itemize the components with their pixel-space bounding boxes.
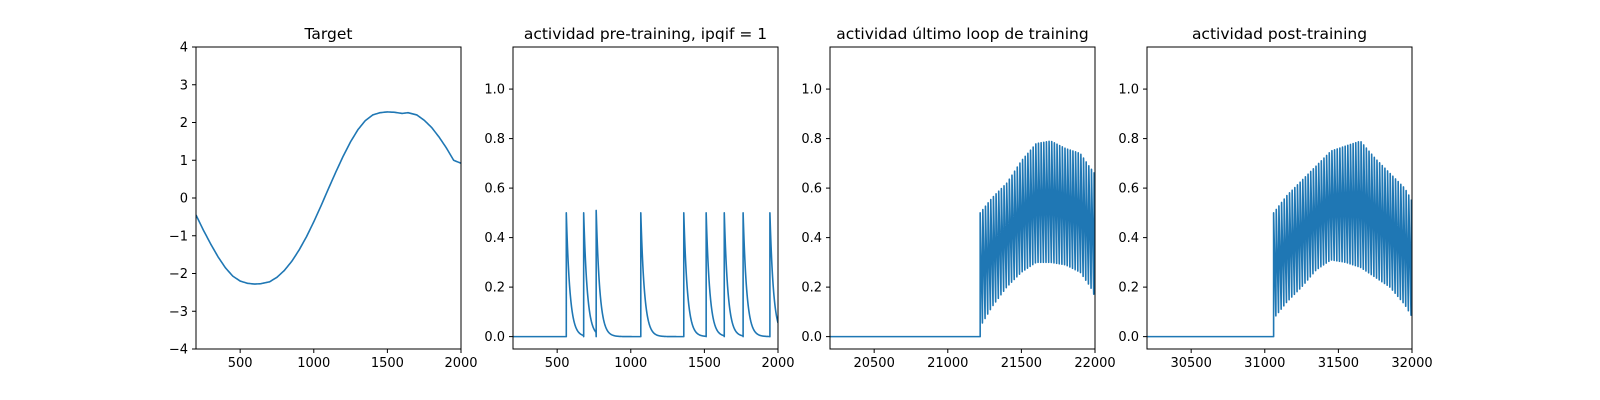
y-tick-label: 0.8: [801, 132, 822, 147]
axes-pre-training: actividad pre-training, ipqif = 1 500 100…: [484, 25, 794, 371]
axes-frame: [195, 46, 462, 350]
y-tick-label: 2: [180, 116, 188, 131]
axes-target: Target 500 1000 1500 2000 −4 −3 −2 −1 0 1 2 3 4: [169, 25, 478, 371]
y-tick-label: 0.0: [1118, 330, 1139, 345]
y-tick-label: −3: [169, 305, 188, 320]
y-tick-label: 0.6: [801, 182, 822, 197]
y-tick-label: 4: [180, 41, 188, 56]
series-line: [196, 111, 461, 285]
y-tick-label: 0.0: [484, 330, 505, 345]
x-tick-label: 1000: [614, 356, 647, 371]
y-tick-label: 0: [180, 192, 188, 207]
x-tick-label: 21500: [1001, 356, 1042, 371]
title-post-training: actividad post-training: [1192, 25, 1367, 43]
x-tick-label: 500: [545, 356, 570, 371]
x-tick-label: 22000: [1074, 356, 1115, 371]
y-tick-label: 0.2: [801, 281, 822, 296]
x-tick-label: 31500: [1318, 356, 1359, 371]
x-tick-label: 1000: [297, 356, 330, 371]
axes-post-training: actividad post-training 30500 31000 31500 3…: [1118, 25, 1432, 371]
title-last-training-loop: actividad último loop de training: [836, 25, 1088, 43]
x-tick-label: 21000: [927, 356, 968, 371]
y-tick-label: 1.0: [1118, 83, 1139, 98]
y-tick-label: 0.4: [801, 231, 822, 246]
x-tick-label: 20500: [853, 356, 894, 371]
x-tick-label: 1500: [371, 356, 404, 371]
series-line: [513, 209, 778, 338]
x-tick-label: 32000: [1391, 356, 1432, 371]
y-tick-label: 0.0: [801, 330, 822, 345]
y-tick-label: 0.2: [1118, 281, 1139, 296]
y-tick-label: −1: [169, 229, 188, 244]
y-tick-label: −2: [169, 267, 188, 282]
axes-last-training-loop: actividad último loop de training 20500 2…: [801, 25, 1115, 371]
series-line: [1147, 140, 1412, 338]
y-tick-label: 1.0: [484, 83, 505, 98]
series-line: [830, 140, 1095, 338]
y-tick-label: 0.4: [1118, 231, 1139, 246]
x-tick-label: 30500: [1170, 356, 1211, 371]
y-tick-label: 0.6: [484, 182, 505, 197]
axes-frame: [512, 46, 779, 350]
axes-frame: [829, 46, 1096, 350]
y-tick-label: 0.8: [1118, 132, 1139, 147]
y-tick-label: 0.8: [484, 132, 505, 147]
x-tick-label: 1500: [688, 356, 721, 371]
y-tick-label: −4: [169, 343, 188, 358]
x-tick-label: 31000: [1244, 356, 1285, 371]
y-tick-label: 1.0: [801, 83, 822, 98]
title-pre-training: actividad pre-training, ipqif = 1: [524, 25, 767, 43]
x-tick-label: 2000: [761, 356, 794, 371]
y-tick-label: 3: [180, 78, 188, 93]
x-tick-label: 500: [228, 356, 253, 371]
y-tick-label: 1: [180, 154, 188, 169]
y-tick-label: 0.2: [484, 281, 505, 296]
y-tick-label: 0.6: [1118, 182, 1139, 197]
x-tick-label: 2000: [444, 356, 477, 371]
axes-frame: [1146, 46, 1413, 350]
y-tick-label: 0.4: [484, 231, 505, 246]
title-target: Target: [304, 25, 353, 43]
